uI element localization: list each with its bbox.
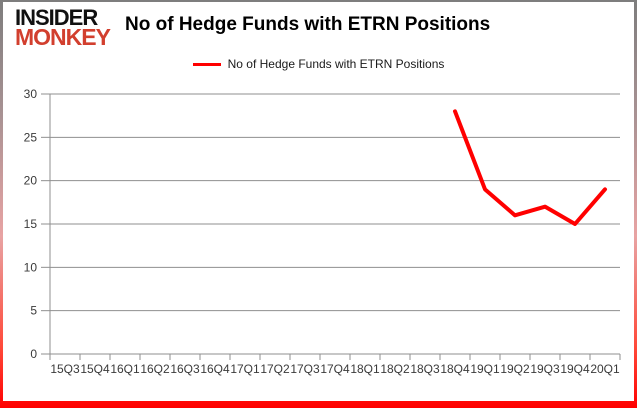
logo-line-insider: INSIDER xyxy=(15,5,98,30)
insider-monkey-logo: INSIDER MONKEY xyxy=(15,5,111,50)
legend-label: No of Hedge Funds with ETRN Positions xyxy=(227,57,445,71)
x-axis-label: 18Q4 xyxy=(440,362,470,376)
x-axis-label: 18Q2 xyxy=(380,362,410,376)
y-axis-label: 10 xyxy=(24,260,38,274)
y-axis-label: 0 xyxy=(30,347,37,361)
x-axis-label: 17Q2 xyxy=(260,362,290,376)
x-axis-label: 15Q4 xyxy=(80,362,110,376)
x-axis-label: 18Q1 xyxy=(350,362,380,376)
x-axis-label: 19Q1 xyxy=(470,362,500,376)
y-axis-label: 20 xyxy=(24,174,38,188)
x-axis-label: 17Q3 xyxy=(290,362,320,376)
x-axis-label: 17Q4 xyxy=(320,362,350,376)
x-axis-label: 16Q2 xyxy=(140,362,170,376)
chart-canvas: 0 5 10 15 20 25 30 15Q3 15Q4 16Q1 16Q2 16Q3 16Q4 17Q1… xyxy=(24,87,621,376)
x-axis-label: 16Q3 xyxy=(170,362,200,376)
x-axis-label: 20Q1 xyxy=(590,362,620,376)
y-axis-label: 15 xyxy=(24,217,38,231)
legend-line-swatch xyxy=(192,62,221,66)
logo-line-monkey: MONKEY xyxy=(15,23,111,50)
y-axis-label: 5 xyxy=(30,304,37,318)
x-axis-label: 16Q1 xyxy=(110,362,140,376)
x-axis-label: 19Q2 xyxy=(500,362,530,376)
y-axis-label: 30 xyxy=(24,87,38,101)
x-axis-label: 19Q3 xyxy=(530,362,560,376)
x-axis-label: 19Q4 xyxy=(560,362,590,376)
chart-figure: INSIDER MONKEY No of Hedge Funds with ET… xyxy=(3,2,634,401)
x-axis-label: 18Q3 xyxy=(410,362,440,376)
legend: No of Hedge Funds with ETRN Positions xyxy=(3,57,634,71)
x-axis-label: 16Q4 xyxy=(200,362,230,376)
x-axis-label: 15Q3 xyxy=(50,362,80,376)
chart-title: No of Hedge Funds with ETRN Positions xyxy=(125,14,491,35)
y-axis-label: 25 xyxy=(24,130,38,144)
x-axis-label: 17Q1 xyxy=(230,362,260,376)
series-line xyxy=(453,109,607,226)
